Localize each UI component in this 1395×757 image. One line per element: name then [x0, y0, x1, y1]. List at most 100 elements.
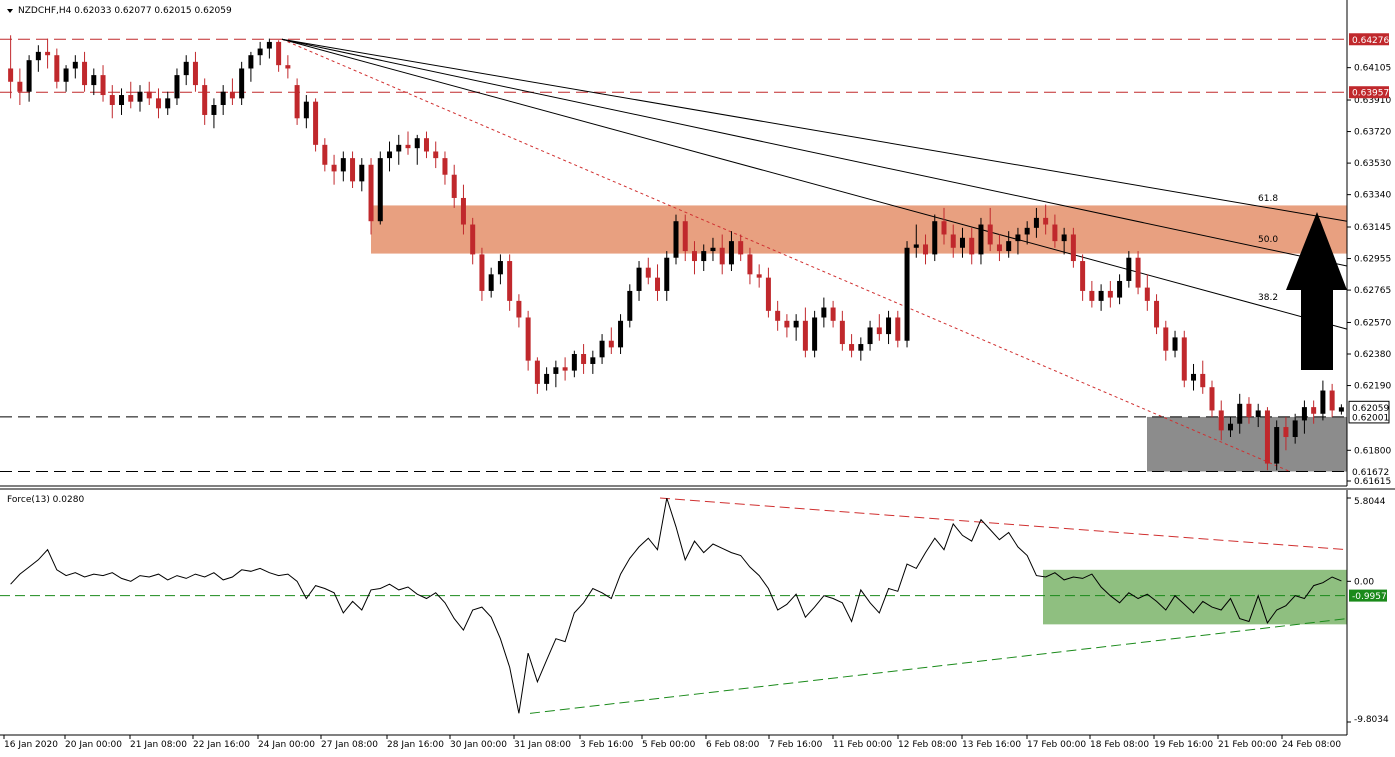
candle-body [331, 164, 337, 172]
time-tick-label: 16 Jan 2020 [4, 740, 58, 750]
time-tick-label: 21 Feb 00:00 [1218, 740, 1277, 750]
dropdown-triangle-icon[interactable] [7, 9, 13, 13]
candle-body [664, 257, 670, 291]
candle-body [701, 251, 707, 262]
time-tick-label: 6 Feb 08:00 [706, 740, 760, 750]
candle-body [1274, 427, 1280, 464]
candle-body [1006, 241, 1012, 252]
candle-body [1283, 427, 1289, 438]
candle-body [1154, 300, 1160, 328]
candle-body [673, 221, 679, 258]
symbol-header: NZDCHF,H4 0.62033 0.62077 0.62015 0.6205… [18, 6, 232, 16]
candle-body [35, 51, 41, 61]
lower-trend-line [529, 618, 1348, 714]
candle-body [812, 317, 818, 351]
candle-body [285, 65, 291, 69]
candle-body [137, 91, 143, 102]
candle-body [886, 317, 892, 335]
candle-body [1209, 387, 1215, 411]
time-tick-label: 11 Feb 00:00 [833, 740, 892, 750]
candle-body [220, 91, 226, 106]
candle-body [1163, 327, 1169, 351]
time-tick-label: 31 Jan 08:00 [514, 740, 571, 750]
price-tick-label: 0.63720 [1354, 128, 1391, 138]
candle-body [923, 244, 929, 255]
time-tick-label: 19 Feb 16:00 [1154, 740, 1213, 750]
candle-body [1033, 217, 1039, 228]
price-tick-label: 0.61800 [1354, 446, 1391, 456]
candle-body [534, 360, 540, 384]
candle-body [1218, 410, 1224, 431]
candle-body [100, 75, 106, 96]
level-badge-0.62001-bg [1349, 410, 1389, 423]
candle-body [507, 261, 513, 301]
candle-body [497, 261, 503, 275]
candle-body [1237, 403, 1243, 424]
candle-body [950, 234, 956, 248]
candle-body [128, 95, 134, 102]
fan-label-38.2: 38.2 [1258, 293, 1278, 303]
time-tick-label: 30 Jan 00:00 [450, 740, 507, 750]
candle-body [581, 354, 587, 364]
candle-body [710, 247, 716, 252]
candle-body [26, 60, 32, 92]
candle-body [839, 320, 845, 345]
candle-body [618, 320, 624, 348]
level-badge-0.63957-bg [1349, 86, 1389, 99]
candle-body [627, 290, 633, 321]
force-tick-label: 5.8044 [1354, 497, 1386, 507]
candle-body [109, 95, 115, 106]
candle-body [303, 101, 309, 119]
candle-body [599, 340, 605, 358]
candle-body [165, 98, 171, 109]
candle-body [959, 237, 965, 248]
candle-body [1043, 217, 1049, 225]
candle-body [63, 68, 69, 82]
fan-base-line [281, 38, 1291, 472]
fan-line-61.8 [281, 38, 1348, 222]
current-price-badge: 0.62059 [1352, 404, 1389, 414]
candle-body [987, 224, 993, 245]
candle-body [553, 367, 559, 374]
candle-body [202, 85, 208, 115]
candle-body [1061, 234, 1067, 242]
candle-body [1338, 407, 1344, 412]
candle-body [192, 61, 198, 86]
fan-line-38.2 [281, 38, 1348, 330]
candle-body [1089, 290, 1095, 301]
candle-body [313, 101, 319, 145]
candle-body [340, 158, 346, 172]
candle-body [1015, 234, 1021, 242]
candle-body [867, 327, 873, 345]
candle-body [516, 300, 522, 318]
candle-body [1200, 373, 1206, 388]
candle-body [1098, 290, 1104, 301]
candle-body [45, 51, 51, 56]
price-tick-label: 0.62380 [1354, 350, 1391, 360]
time-tick-label: 18 Feb 08:00 [1090, 740, 1149, 750]
price-tick-label: 0.63145 [1354, 223, 1391, 233]
candle-body [849, 344, 855, 351]
candle-body [544, 373, 550, 384]
candle-body [691, 251, 697, 262]
time-tick-label: 27 Jan 08:00 [321, 740, 378, 750]
candle-body [1052, 224, 1058, 242]
candle-body [1301, 407, 1307, 421]
candle-body [423, 138, 429, 152]
candle-body [1320, 390, 1326, 414]
price-tick-label: 0.61615 [1354, 477, 1391, 487]
candle-body [765, 277, 771, 311]
candle-body [368, 164, 374, 222]
signal-badge: -0.9957 [1352, 592, 1387, 602]
level-badge-0.61672: 0.61672 [1352, 468, 1389, 478]
force-tick-label: 0.00 [1354, 577, 1374, 587]
candle-body [17, 81, 23, 92]
candle-body [229, 91, 235, 99]
time-tick-label: 13 Feb 16:00 [962, 740, 1021, 750]
candle-body [645, 267, 651, 278]
candle-body [488, 274, 494, 291]
candle-body [1135, 257, 1141, 288]
candle-body [451, 174, 457, 198]
candle-body [756, 274, 762, 278]
